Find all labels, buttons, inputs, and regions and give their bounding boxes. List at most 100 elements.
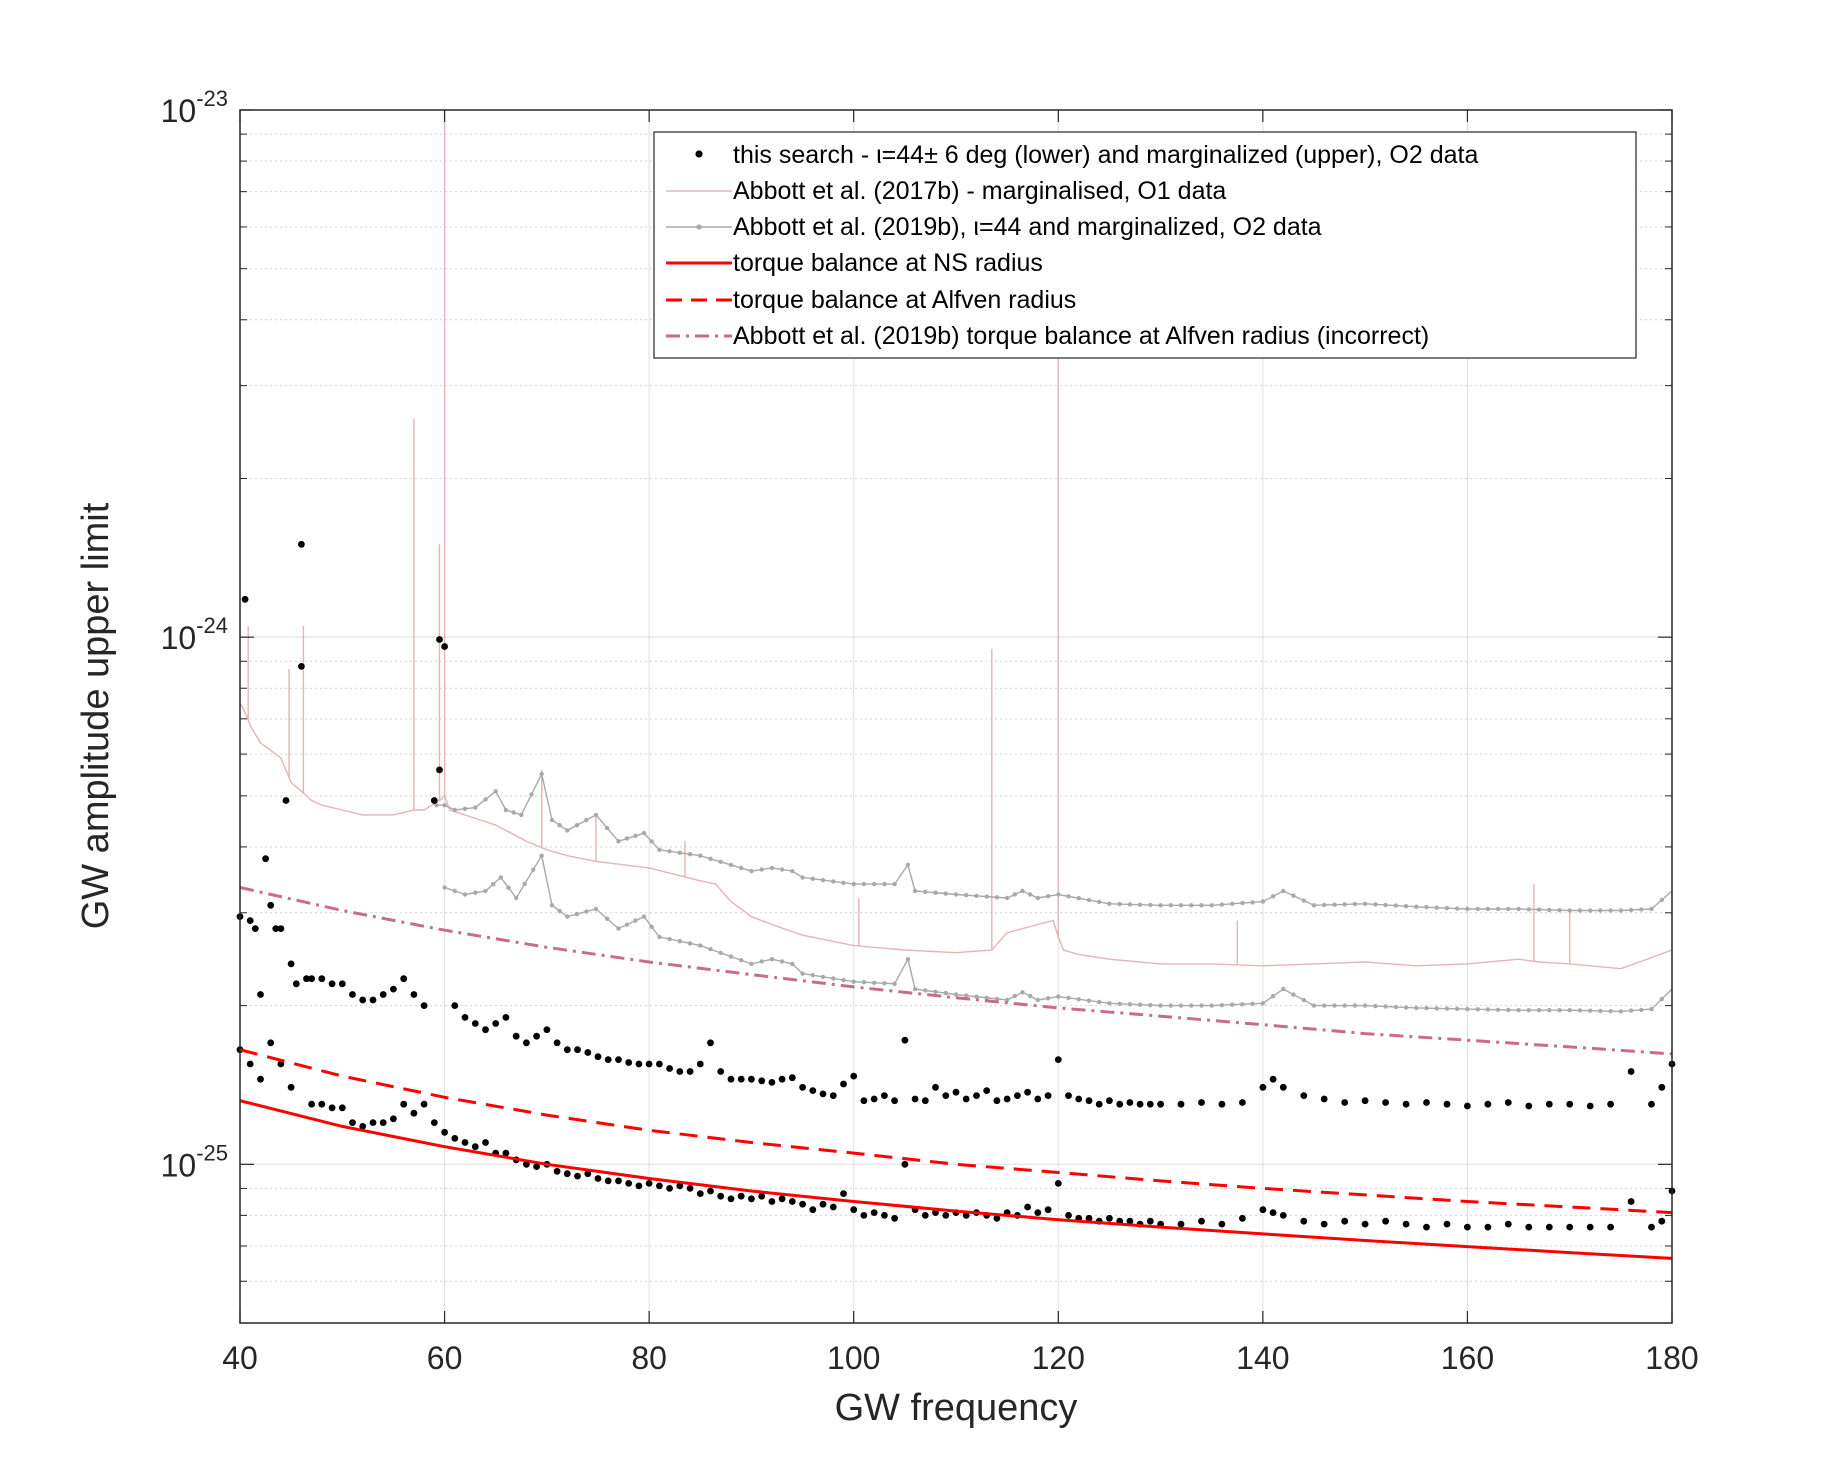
- series-torque-balance-at-alfven-radius: [239, 1048, 1673, 1215]
- data-point: [921, 1212, 929, 1219]
- data-point: [809, 1206, 817, 1214]
- data-point: [1504, 1099, 1512, 1106]
- series-point: [529, 792, 534, 797]
- data-point: [788, 1198, 796, 1205]
- legend-label-o2-2019b: Abbott et al. (2019b), ι=44 and marginal…: [733, 213, 1322, 241]
- series-point: [1608, 908, 1613, 913]
- series-point: [1012, 993, 1017, 999]
- data-point: [502, 1149, 510, 1157]
- series-point: [1332, 1003, 1337, 1008]
- data-point: [1607, 1100, 1614, 1108]
- data-point: [282, 797, 290, 804]
- series-point: [984, 894, 989, 899]
- series-point: [1506, 1007, 1511, 1013]
- series-point: [593, 906, 599, 912]
- legend-label-torque-ns: torque balance at NS radius: [733, 249, 1043, 277]
- series-point: [892, 981, 897, 986]
- x-tick-label: 100: [827, 1340, 880, 1376]
- series-point: [1362, 901, 1368, 906]
- data-point: [819, 1200, 827, 1208]
- series-point: [1168, 1003, 1174, 1008]
- series-point: [1137, 902, 1143, 907]
- data-point: [482, 1139, 489, 1146]
- data-point: [881, 1212, 888, 1219]
- series-point: [1567, 908, 1572, 913]
- data-point: [594, 1175, 602, 1182]
- series-point: [1086, 897, 1092, 903]
- data-point: [921, 1097, 929, 1105]
- data-point: [441, 643, 448, 650]
- series-point: [974, 893, 979, 899]
- data-point: [1146, 1217, 1154, 1225]
- data-point: [1545, 1223, 1553, 1231]
- data-point: [430, 1119, 438, 1126]
- data-point: [983, 1087, 991, 1094]
- series-point: [933, 890, 938, 895]
- series-point: [698, 943, 703, 948]
- series-point: [641, 830, 647, 836]
- data-point: [349, 1119, 356, 1126]
- x-tick-label: 180: [1645, 1340, 1698, 1376]
- data-point: [328, 1104, 336, 1112]
- data-point: [1648, 1223, 1655, 1231]
- series-point: [974, 994, 979, 999]
- series-point: [1137, 1002, 1143, 1007]
- y-axis-label: GW amplitude upper limit: [75, 502, 117, 929]
- series-point: [923, 988, 928, 993]
- series-point: [1588, 908, 1593, 913]
- data-point: [267, 1039, 275, 1047]
- data-point: [788, 1074, 796, 1082]
- series-point: [1526, 907, 1532, 912]
- series-point: [1199, 903, 1204, 908]
- data-point: [1279, 1212, 1287, 1219]
- series-point: [565, 914, 570, 919]
- data-point: [298, 540, 305, 548]
- series-point: [1199, 1003, 1204, 1008]
- data-point: [1054, 1180, 1062, 1187]
- data-point: [533, 1163, 540, 1170]
- legend-label-o1-2017b: Abbott et al. (2017b) - marginalised, O1…: [733, 177, 1226, 205]
- data-point: [1075, 1095, 1083, 1103]
- data-point: [860, 1097, 868, 1105]
- data-point: [1484, 1100, 1492, 1108]
- series-point: [718, 950, 723, 956]
- data-point: [251, 925, 259, 932]
- data-point: [748, 1195, 755, 1203]
- series-point: [1076, 896, 1081, 901]
- data-point: [1239, 1099, 1246, 1106]
- data-point: [287, 960, 295, 968]
- data-point: [737, 1192, 745, 1200]
- series-point: [1649, 906, 1654, 912]
- series-point: [557, 908, 562, 914]
- series-abbott-et-al-2017b-marginalised-o1-data: [239, 110, 1673, 970]
- data-point: [707, 1039, 714, 1047]
- y-tick-label: 10-25: [161, 1140, 228, 1183]
- data-point: [1065, 1212, 1072, 1219]
- series-point: [1270, 894, 1276, 899]
- data-point: [303, 975, 310, 983]
- data-point: [911, 1095, 919, 1103]
- series-point: [1035, 895, 1041, 901]
- series-point: [1127, 902, 1133, 907]
- series-point: [1352, 901, 1358, 907]
- data-point: [727, 1075, 735, 1083]
- data-point: [1044, 1206, 1052, 1214]
- data-point: [1402, 1220, 1410, 1228]
- series-point: [1516, 906, 1521, 912]
- data-point: [993, 1214, 1001, 1222]
- series-point: [1649, 1006, 1654, 1012]
- legend-label-torque-incorrect: Abbott et al. (2019b) torque balance at …: [733, 322, 1429, 350]
- series-point: [912, 986, 918, 992]
- data-point: [1361, 1220, 1369, 1228]
- data-point: [1239, 1214, 1246, 1222]
- series-point: [1322, 902, 1327, 908]
- data-point: [860, 1212, 868, 1219]
- data-point: [993, 1097, 1001, 1105]
- data-point: [758, 1192, 766, 1200]
- series-point: [882, 881, 887, 887]
- series-point: [1547, 1008, 1552, 1013]
- data-point: [1341, 1217, 1349, 1225]
- data-point: [1627, 1068, 1635, 1075]
- data-point: [676, 1182, 684, 1190]
- series-point: [1291, 992, 1296, 997]
